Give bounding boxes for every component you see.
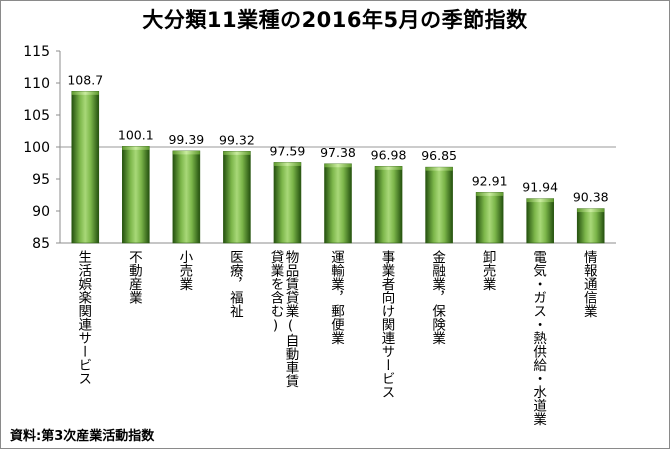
bar bbox=[324, 163, 352, 244]
category-label: 生活娯楽関連サービス bbox=[75, 250, 92, 385]
y-tick-label: 90 bbox=[32, 204, 50, 220]
value-label: 96.98 bbox=[371, 147, 407, 162]
y-tick-label: 85 bbox=[32, 236, 50, 252]
bar-cap bbox=[71, 91, 99, 95]
value-label: 97.38 bbox=[320, 145, 356, 160]
category-label: 電気・ガス・熱供給・水道業 bbox=[530, 250, 547, 426]
bar bbox=[122, 146, 150, 244]
value-label: 90.38 bbox=[573, 190, 609, 205]
category-label: 運輸業，郵便業 bbox=[328, 250, 344, 345]
category-label: 医療，福祉 bbox=[226, 250, 243, 318]
bar bbox=[172, 150, 201, 244]
bar-cap bbox=[577, 208, 605, 213]
bar-cap bbox=[273, 162, 301, 166]
bar bbox=[526, 198, 554, 244]
value-label: 99.32 bbox=[219, 132, 255, 147]
bar-cap bbox=[375, 166, 403, 170]
y-tick-label: 95 bbox=[32, 172, 50, 188]
bar-cap bbox=[172, 150, 200, 155]
bar-cap bbox=[526, 198, 554, 203]
bar-cap bbox=[122, 146, 150, 150]
y-tick-label: 100 bbox=[23, 140, 50, 156]
category-label: 小売業 bbox=[176, 250, 193, 291]
value-label: 108.7 bbox=[67, 72, 103, 87]
value-label: 97.59 bbox=[270, 143, 306, 158]
chart-title: 大分類11業種の2016年5月の季節指数 bbox=[142, 8, 528, 32]
value-label: 99.39 bbox=[168, 132, 204, 147]
y-tick-label: 110 bbox=[23, 76, 50, 92]
value-label: 96.85 bbox=[421, 148, 457, 163]
bar-cap bbox=[324, 163, 352, 168]
bar bbox=[273, 162, 302, 244]
bar-cap bbox=[476, 192, 504, 196]
bar bbox=[576, 208, 605, 244]
bar bbox=[425, 166, 453, 244]
bars bbox=[71, 91, 605, 244]
bar-cap bbox=[223, 151, 251, 155]
y-tick-label: 105 bbox=[23, 108, 50, 124]
bar-cap bbox=[425, 167, 453, 171]
category-label: 情報通信業 bbox=[580, 250, 597, 318]
bar bbox=[223, 151, 251, 244]
source-note: 資料:第3次産業活動指数 bbox=[10, 429, 155, 444]
category-label: 不動産業 bbox=[125, 250, 142, 304]
y-tick-label: 115 bbox=[23, 44, 50, 60]
value-label: 92.91 bbox=[472, 173, 508, 188]
category-label: 卸売業 bbox=[479, 250, 496, 291]
value-labels: 108.7 100.1 99.39 99.32 97.59 97.38 96.98 96.85… bbox=[67, 72, 608, 204]
bar bbox=[475, 192, 504, 244]
category-label: 金融業，保険業 bbox=[429, 250, 446, 345]
category-label: 物品賃貸業(自動車賃貸業を含む) bbox=[267, 250, 299, 388]
bar bbox=[374, 166, 403, 244]
value-label: 100.1 bbox=[118, 127, 154, 142]
bar bbox=[71, 91, 100, 244]
category-label: 事業者向け関連サービス bbox=[378, 250, 395, 399]
value-label: 91.94 bbox=[522, 180, 558, 195]
axes: 85 90 95 100 105 110 115 bbox=[23, 44, 616, 252]
